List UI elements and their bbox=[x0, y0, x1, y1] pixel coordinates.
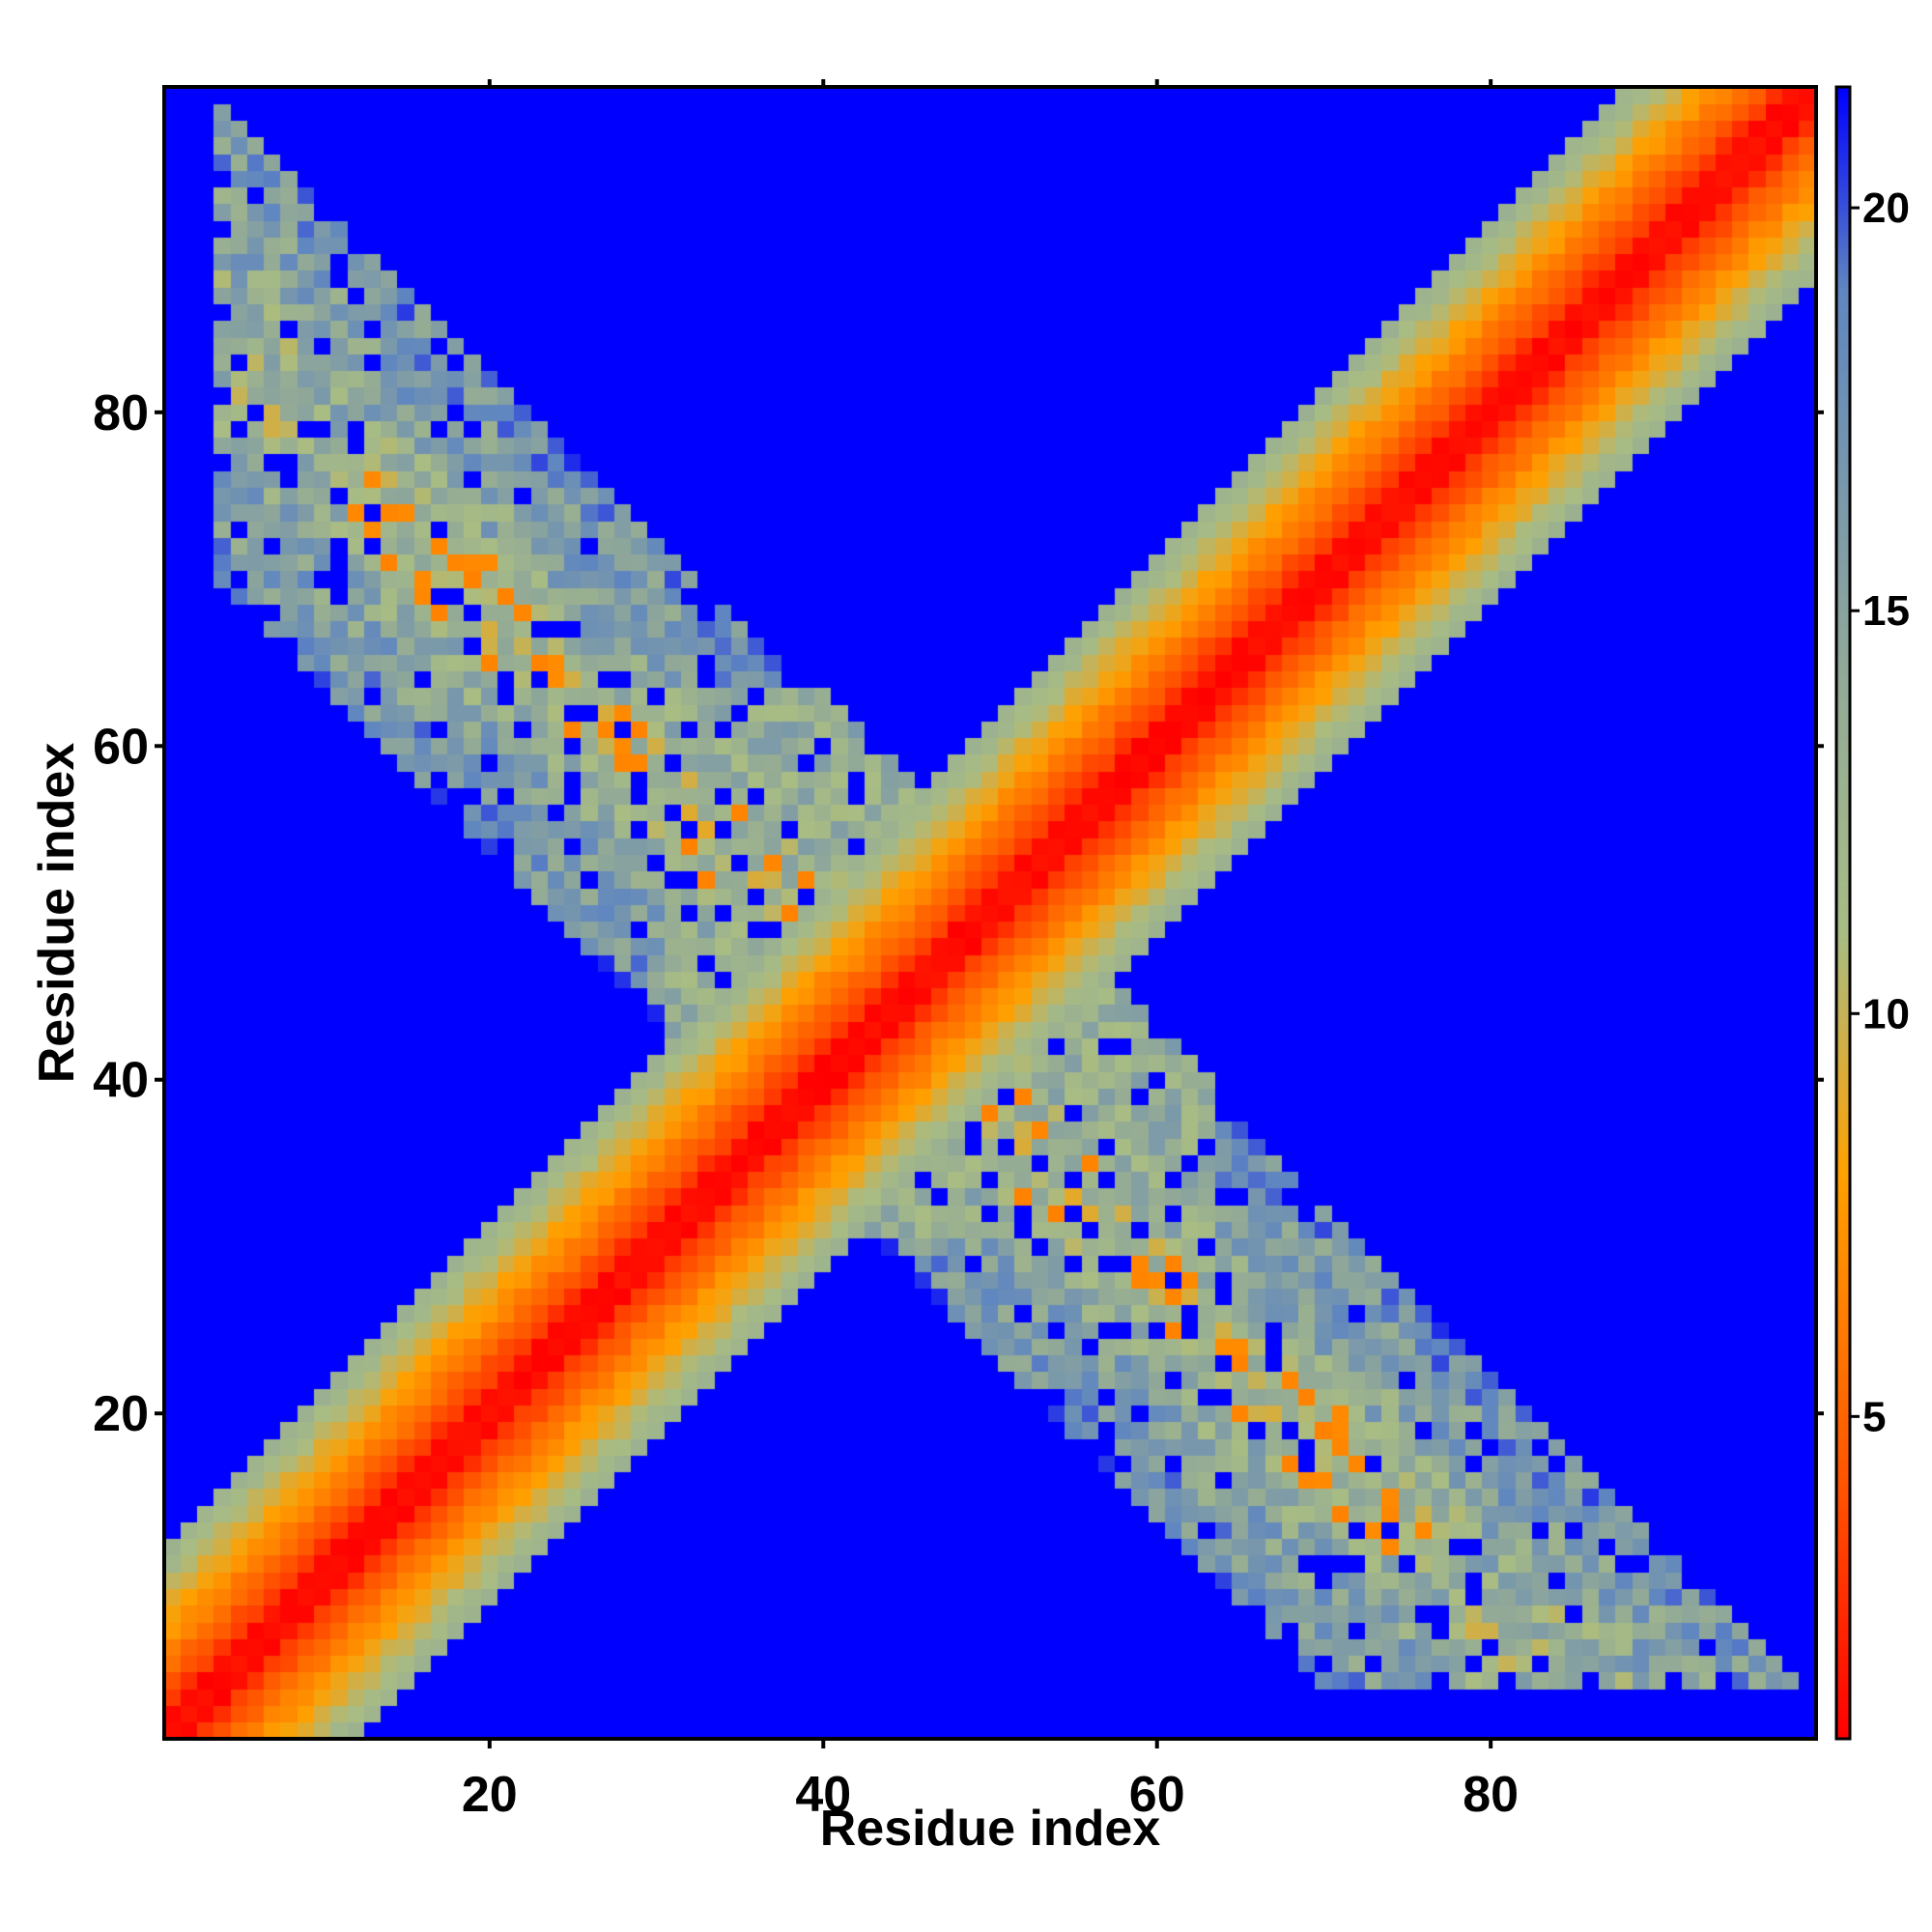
x-tick-label: 20 bbox=[462, 1767, 518, 1823]
y-tick-label: 60 bbox=[93, 719, 149, 775]
y-tick-label: 80 bbox=[93, 385, 149, 441]
y-axis: 20 40 60 80 bbox=[93, 385, 164, 1442]
colorbar-tick-label: 10 bbox=[1862, 990, 1910, 1037]
colorbar-axis: 5 10 15 20 bbox=[1850, 185, 1910, 1440]
x-tick-label: 80 bbox=[1463, 1767, 1519, 1823]
x-axis-label: Residue index bbox=[820, 1801, 1161, 1857]
x-tick-label: 60 bbox=[1129, 1767, 1185, 1823]
y-tick-label: 40 bbox=[93, 1053, 149, 1109]
y-tick-label: 20 bbox=[93, 1386, 149, 1442]
colorbar-gradient bbox=[1836, 87, 1850, 1739]
colorbar-tick-label: 15 bbox=[1862, 587, 1910, 635]
plot-frame bbox=[162, 85, 1818, 1741]
right-ticks bbox=[1816, 410, 1824, 1416]
colorbar-tick-label: 5 bbox=[1862, 1393, 1886, 1440]
top-ticks bbox=[487, 79, 1493, 87]
colorbar-tick-label: 20 bbox=[1862, 185, 1910, 232]
colorbar-frame bbox=[1834, 85, 1852, 1741]
x-tick-label: 40 bbox=[795, 1767, 851, 1823]
heatmap-cells bbox=[164, 87, 1816, 1739]
x-axis: 20 40 60 80 bbox=[462, 1739, 1519, 1823]
y-axis-label: Residue index bbox=[29, 743, 85, 1084]
